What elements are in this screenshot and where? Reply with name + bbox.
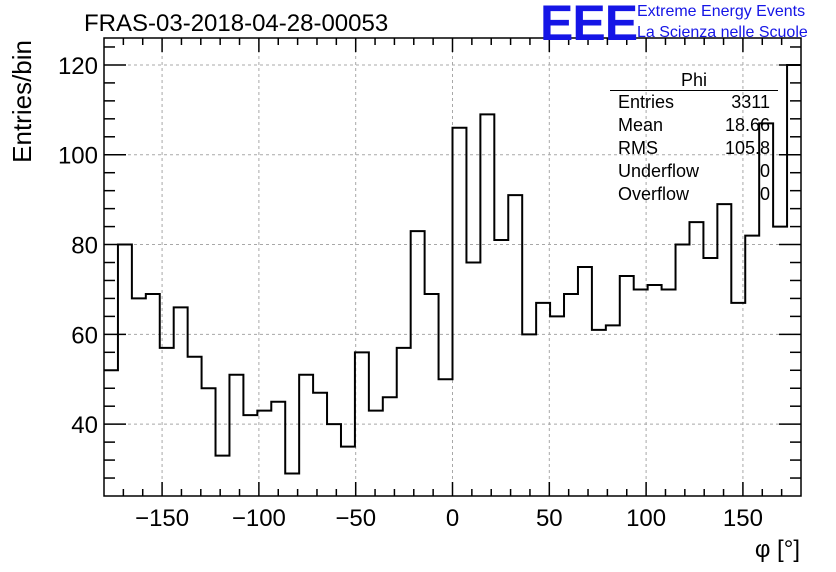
x-axis-ticks: [122, 38, 783, 496]
chart-title: FRAS-03-2018-04-28-00053: [84, 10, 389, 37]
y-axis-label: Entries/bin: [7, 40, 37, 163]
stats-row-mean: Mean 18.66: [610, 114, 778, 137]
y-tick-label: 40: [71, 412, 98, 439]
y-tick-label: 120: [58, 53, 98, 80]
x-axis-label: φ [°]: [755, 536, 800, 563]
x-tick-label: 0: [446, 505, 459, 532]
x-tick-label: −150: [135, 505, 189, 532]
stats-label: Overflow: [618, 184, 690, 204]
x-tick-label: 150: [723, 505, 763, 532]
y-tick-label: 80: [71, 233, 98, 260]
stats-title: Phi: [610, 70, 778, 91]
x-tick-label: 50: [536, 505, 563, 532]
stats-label: Entries: [618, 92, 675, 112]
stats-value: 105.8: [724, 138, 770, 158]
eee-logo: EEE: [540, 0, 638, 51]
y-tick-label: 60: [71, 322, 98, 349]
x-tick-label: −100: [232, 505, 286, 532]
histogram-line: [104, 63, 801, 475]
stats-label: RMS: [618, 138, 658, 158]
stats-value: 18.66: [724, 115, 770, 135]
logo-line-2: La Scienza nelle Scuole: [637, 24, 808, 41]
stats-label: Underflow: [618, 161, 700, 181]
plot-frame: [103, 37, 802, 497]
y-tick-labels: 40 60 80 100 120: [58, 53, 98, 439]
stats-row-underflow: Underflow 0: [610, 160, 778, 183]
logo-line-1: Extreme Energy Events: [637, 3, 806, 20]
stats-label: Mean: [618, 115, 664, 135]
stats-box: Phi Entries 3311 Mean 18.66 RMS 105.8 Un…: [610, 70, 778, 206]
x-tick-label: 100: [626, 505, 666, 532]
stats-value: 3311: [731, 92, 770, 112]
stats-value: 0: [759, 184, 770, 204]
y-tick-label: 100: [58, 143, 98, 170]
stats-value: 0: [759, 161, 770, 181]
stats-row-entries: Entries 3311: [610, 91, 778, 114]
stats-row-rms: RMS 105.8: [610, 137, 778, 160]
stats-row-overflow: Overflow 0: [610, 183, 778, 206]
x-tick-labels: −150 −100 −50 0 50 100 150: [135, 505, 763, 532]
x-tick-label: −50: [335, 505, 376, 532]
